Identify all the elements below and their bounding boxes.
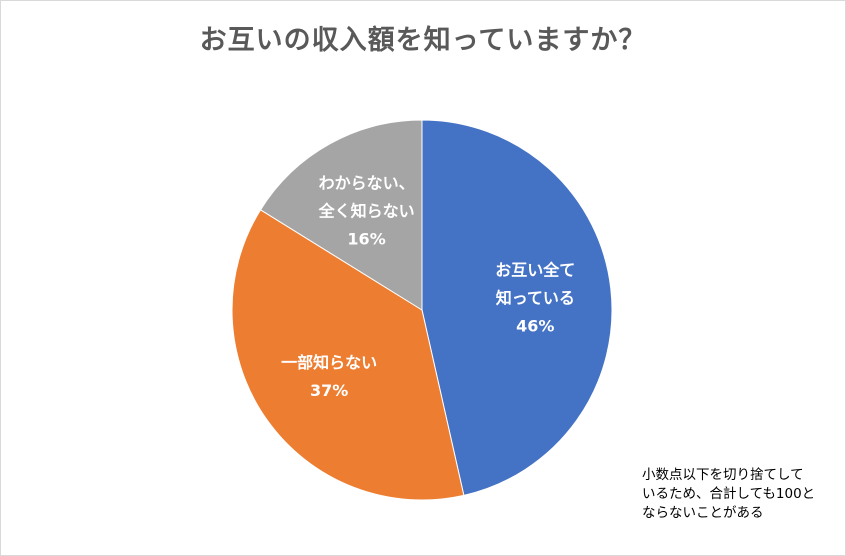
- footnote: 小数点以下を切り捨てして いるため、合計しても100と ならないことがある: [642, 466, 842, 523]
- footnote-line-3: ならないことがある: [642, 505, 764, 521]
- slice-partly-unknown: [231, 209, 465, 501]
- slice-category-label: わからない、: [319, 173, 415, 192]
- slice-value-label: 16%: [347, 229, 385, 248]
- chart-title: お互いの収入額を知っていますか？: [199, 25, 647, 56]
- slice-label-partly-unknown: 一部知らない 37%: [281, 353, 377, 400]
- slice-all-known: [421, 119, 613, 496]
- slice-value-label: 46%: [516, 316, 554, 335]
- slice-value-label: 37%: [310, 381, 348, 400]
- slice-label-unknown: わからない、全く知らない 16%: [318, 173, 415, 248]
- slice-category-label: お互い全て: [495, 260, 575, 279]
- footnote-line-2: いるため、合計しても100と: [642, 486, 816, 502]
- slice-category-label: 知っている: [496, 288, 575, 307]
- footnote-line-1: 小数点以下を切り捨てして: [642, 467, 804, 483]
- slice-category-label: 全く知らない: [318, 201, 415, 220]
- slice-unknown: [259, 119, 423, 311]
- slice-label-all-known: お互い全て知っている 46%: [495, 260, 575, 335]
- slice-category-label: 一部知らない: [281, 353, 377, 372]
